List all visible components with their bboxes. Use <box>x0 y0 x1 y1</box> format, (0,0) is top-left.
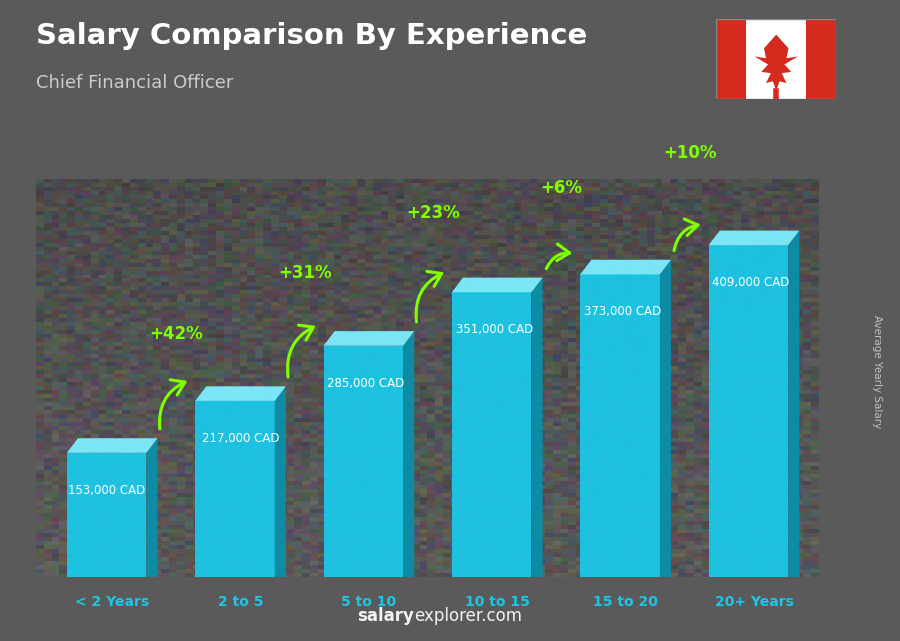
Polygon shape <box>452 278 543 292</box>
Polygon shape <box>580 274 660 577</box>
Text: 153,000 CAD: 153,000 CAD <box>68 483 145 497</box>
FancyArrowPatch shape <box>546 244 570 269</box>
Bar <box>746 19 806 99</box>
Polygon shape <box>195 387 286 401</box>
Bar <box>716 19 746 99</box>
Polygon shape <box>580 260 671 274</box>
Text: Salary Comparison By Experience: Salary Comparison By Experience <box>36 22 587 51</box>
Bar <box>806 19 836 99</box>
Text: < 2 Years: < 2 Years <box>75 595 149 609</box>
Text: 285,000 CAD: 285,000 CAD <box>328 376 405 390</box>
Text: 20+ Years: 20+ Years <box>715 595 794 609</box>
Text: Chief Financial Officer: Chief Financial Officer <box>36 74 233 92</box>
Polygon shape <box>147 438 158 577</box>
Text: +10%: +10% <box>663 144 716 162</box>
Polygon shape <box>67 438 158 453</box>
FancyArrowPatch shape <box>288 325 313 377</box>
Polygon shape <box>788 231 799 577</box>
FancyArrowPatch shape <box>416 271 442 322</box>
Text: 373,000 CAD: 373,000 CAD <box>584 305 662 318</box>
Polygon shape <box>403 331 414 577</box>
Polygon shape <box>274 387 286 577</box>
Text: 217,000 CAD: 217,000 CAD <box>202 432 279 445</box>
Text: 2 to 5: 2 to 5 <box>218 595 264 609</box>
FancyArrowPatch shape <box>674 219 698 251</box>
Text: 10 to 15: 10 to 15 <box>464 595 530 609</box>
Text: 351,000 CAD: 351,000 CAD <box>455 323 533 336</box>
Polygon shape <box>754 35 798 90</box>
Text: +6%: +6% <box>540 179 582 197</box>
Text: explorer.com: explorer.com <box>414 607 522 625</box>
Polygon shape <box>323 345 403 577</box>
Polygon shape <box>323 331 414 345</box>
Polygon shape <box>532 278 543 577</box>
Text: 15 to 20: 15 to 20 <box>593 595 658 609</box>
Text: salary: salary <box>357 607 414 625</box>
Polygon shape <box>452 292 532 577</box>
Text: Average Yearly Salary: Average Yearly Salary <box>872 315 883 428</box>
Text: +31%: +31% <box>278 263 331 281</box>
Text: +23%: +23% <box>406 204 460 222</box>
Text: 5 to 10: 5 to 10 <box>341 595 397 609</box>
Polygon shape <box>708 245 788 577</box>
Text: +42%: +42% <box>149 326 203 344</box>
Text: 409,000 CAD: 409,000 CAD <box>713 276 790 289</box>
Polygon shape <box>195 401 274 577</box>
FancyArrowPatch shape <box>159 380 185 429</box>
Polygon shape <box>708 231 799 245</box>
Polygon shape <box>660 260 671 577</box>
Polygon shape <box>67 453 147 577</box>
